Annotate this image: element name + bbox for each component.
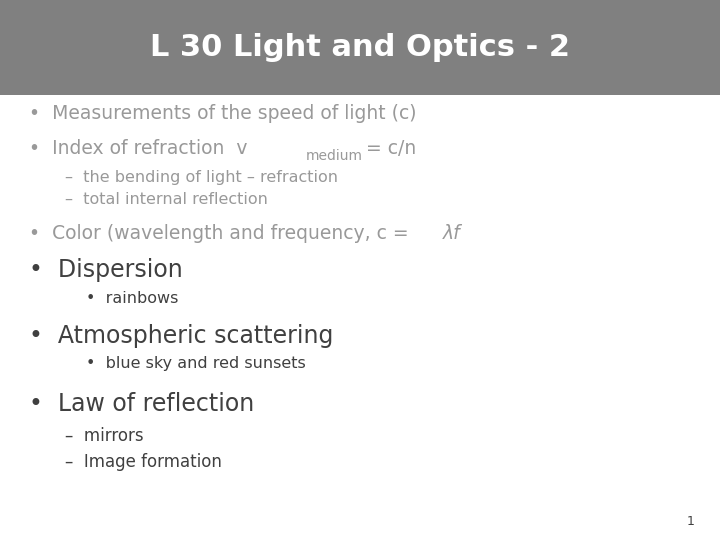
Text: –  the bending of light – refraction: – the bending of light – refraction — [65, 170, 338, 185]
Text: –  Image formation: – Image formation — [65, 453, 222, 471]
Text: λf: λf — [443, 224, 461, 243]
Text: •  blue sky and red sunsets: • blue sky and red sunsets — [86, 356, 306, 372]
Text: L 30 Light and Optics - 2: L 30 Light and Optics - 2 — [150, 33, 570, 62]
Text: 1: 1 — [687, 515, 695, 528]
Text: •  Index of refraction  v: • Index of refraction v — [29, 139, 247, 158]
Text: •  Measurements of the speed of light (c): • Measurements of the speed of light (c) — [29, 104, 416, 123]
Text: •  Dispersion: • Dispersion — [29, 258, 183, 282]
FancyBboxPatch shape — [0, 0, 720, 94]
Text: medium: medium — [306, 148, 363, 163]
Text: •  rainbows: • rainbows — [86, 291, 179, 306]
Text: = c/n: = c/n — [360, 139, 416, 158]
Text: •  Law of reflection: • Law of reflection — [29, 392, 254, 416]
Text: –  total internal reflection: – total internal reflection — [65, 192, 268, 207]
Text: •  Color (wavelength and frequency, c =: • Color (wavelength and frequency, c = — [29, 224, 415, 243]
Text: •  Atmospheric scattering: • Atmospheric scattering — [29, 324, 333, 348]
Text: –  mirrors: – mirrors — [65, 427, 143, 446]
